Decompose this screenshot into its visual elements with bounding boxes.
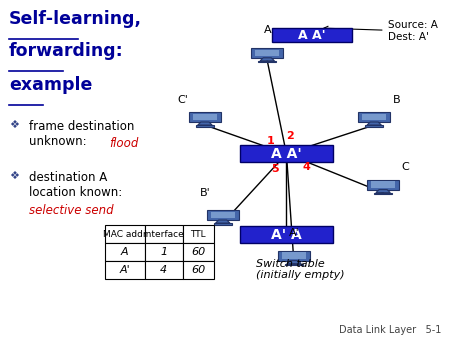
- Text: destination A
location known:: destination A location known:: [29, 171, 122, 199]
- Text: frame destination
unknown:: frame destination unknown:: [29, 120, 135, 148]
- Bar: [145, 243, 183, 261]
- Bar: [145, 225, 183, 243]
- Text: A A': A A': [298, 29, 326, 42]
- Text: 1: 1: [267, 136, 274, 146]
- Text: A': A': [119, 265, 130, 275]
- Polygon shape: [211, 212, 235, 218]
- Text: 5: 5: [271, 164, 279, 174]
- Text: TTL: TTL: [190, 230, 206, 239]
- Text: MAC addr: MAC addr: [103, 230, 147, 239]
- Polygon shape: [198, 122, 212, 125]
- Text: 2: 2: [286, 131, 293, 141]
- Polygon shape: [282, 252, 306, 259]
- Text: flood: flood: [109, 137, 139, 150]
- Text: A': A': [288, 228, 299, 238]
- Polygon shape: [362, 114, 386, 120]
- Text: A: A: [121, 247, 129, 257]
- Polygon shape: [367, 122, 382, 125]
- Text: forwarding:: forwarding:: [9, 42, 124, 60]
- Text: Data Link Layer   5-1: Data Link Layer 5-1: [339, 324, 441, 335]
- Bar: [272, 28, 352, 42]
- Polygon shape: [214, 223, 232, 224]
- Polygon shape: [371, 182, 395, 188]
- Bar: [145, 261, 183, 279]
- Polygon shape: [358, 112, 390, 122]
- Text: example: example: [9, 76, 92, 94]
- Bar: [240, 226, 333, 243]
- Polygon shape: [367, 180, 399, 190]
- Polygon shape: [287, 261, 301, 264]
- Bar: [105, 243, 145, 261]
- Text: C': C': [177, 95, 188, 105]
- Text: 60: 60: [191, 265, 205, 275]
- Text: 4: 4: [160, 265, 167, 275]
- Bar: [183, 243, 214, 261]
- Polygon shape: [251, 48, 284, 58]
- Text: 60: 60: [191, 247, 205, 257]
- Polygon shape: [216, 220, 230, 223]
- Polygon shape: [207, 210, 239, 220]
- Text: A: A: [263, 25, 271, 35]
- Text: ❖: ❖: [9, 171, 19, 181]
- Text: A' A: A' A: [271, 228, 302, 242]
- Text: selective send: selective send: [29, 204, 113, 217]
- Text: A A': A A': [271, 147, 302, 161]
- Polygon shape: [260, 58, 274, 61]
- Text: ❖: ❖: [9, 120, 19, 130]
- Bar: [183, 225, 214, 243]
- Text: Switch table
(initially empty): Switch table (initially empty): [256, 259, 345, 280]
- Polygon shape: [365, 125, 383, 126]
- Polygon shape: [258, 61, 276, 62]
- Bar: [105, 225, 145, 243]
- Text: 1: 1: [160, 247, 167, 257]
- Text: C: C: [401, 162, 409, 172]
- Text: Self-learning,: Self-learning,: [9, 10, 142, 28]
- Polygon shape: [278, 251, 310, 261]
- Polygon shape: [285, 264, 303, 265]
- Polygon shape: [196, 125, 214, 126]
- Text: Source: A
Dest: A': Source: A Dest: A': [324, 20, 437, 42]
- Text: B': B': [199, 188, 210, 198]
- Polygon shape: [193, 114, 217, 120]
- Bar: [240, 145, 333, 162]
- Bar: [183, 261, 214, 279]
- Polygon shape: [255, 50, 279, 56]
- Polygon shape: [376, 190, 390, 193]
- Text: 4: 4: [302, 162, 310, 172]
- Polygon shape: [374, 193, 392, 194]
- Polygon shape: [189, 112, 221, 122]
- Text: interface: interface: [144, 230, 184, 239]
- Bar: [105, 261, 145, 279]
- Text: B: B: [393, 95, 400, 105]
